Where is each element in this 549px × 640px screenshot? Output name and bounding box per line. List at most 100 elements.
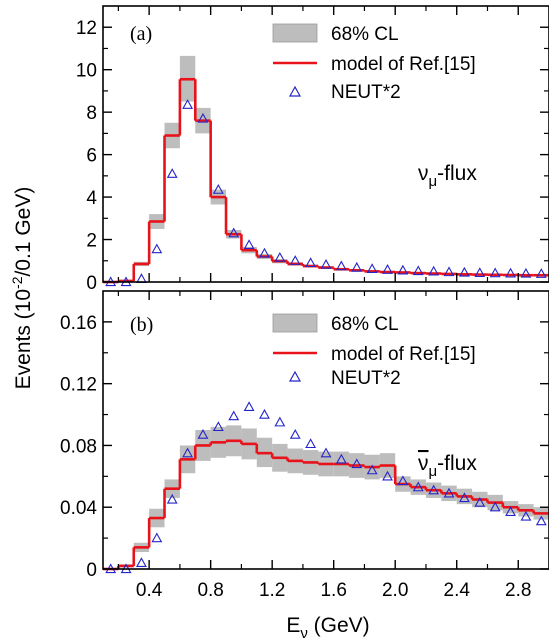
neut-point	[151, 243, 163, 254]
neut-point	[259, 247, 270, 258]
panel-label-a: (a)	[130, 23, 152, 45]
neut-point	[443, 266, 455, 277]
ytick-label: 4	[86, 188, 97, 209]
flux-mu: μ	[429, 173, 438, 190]
legend-band-swatch-a	[272, 23, 318, 43]
ytick-label: 2	[86, 231, 97, 252]
neut-point	[412, 265, 424, 276]
neut-point	[166, 168, 178, 178]
neut-point	[212, 421, 224, 432]
flux-mu: μ	[429, 463, 438, 480]
neut-point	[351, 458, 363, 469]
neut-point	[443, 487, 455, 498]
neut-point	[305, 438, 317, 449]
xtick-label: 2.0	[382, 580, 408, 601]
legend-neut-label-b: NEUT*2	[331, 368, 401, 389]
neut-point	[428, 265, 440, 276]
ytick-labels-a: 0 2 4 6 8 10 12	[76, 18, 98, 294]
neut-point	[166, 493, 178, 504]
ytick-label: 0	[86, 273, 97, 294]
ytick-label: 8	[86, 103, 97, 124]
neut-point	[351, 261, 363, 272]
neut-point	[458, 266, 470, 277]
x-axis-title: Eν (GeV)	[286, 614, 369, 640]
xtick-label: 1.2	[259, 580, 285, 601]
y-title-exponent: -2	[9, 276, 25, 289]
neut-point	[243, 401, 255, 411]
x-title-nu: ν	[300, 625, 308, 640]
neut-point	[382, 264, 393, 274]
xtick-label: 1.6	[320, 580, 346, 601]
legend-band-swatch-b	[272, 313, 318, 333]
legend-band-label-b: 68% CL	[331, 314, 399, 335]
neut-point	[520, 267, 532, 278]
panel-a: 0 2 4 6 8 10 12 (a) νμ-flux 68% CL model of Re…	[76, 5, 549, 294]
flux-nu: ν	[418, 162, 429, 185]
ytick-label: 6	[86, 146, 97, 167]
legend-b: 68% CL model of Ref.[15] NEUT*2	[272, 313, 476, 389]
legend-band-label-a: 68% CL	[331, 24, 399, 45]
flux-label-b: νμ-flux	[418, 452, 477, 480]
neut-point	[228, 410, 240, 421]
ytick-label: 12	[76, 18, 97, 39]
neut-point	[366, 464, 378, 475]
legend-neut-marker-b	[288, 370, 302, 382]
x-title-unit: (GeV)	[308, 614, 370, 637]
neut-point	[320, 258, 332, 269]
ticks-b	[103, 291, 549, 570]
y-title-rest: /0.1 GeV)	[12, 187, 35, 277]
x-title-e: E	[286, 614, 300, 637]
neut-point	[535, 268, 547, 278]
xtick-label: 2.8	[505, 580, 531, 601]
ytick-label: 0.12	[60, 375, 97, 396]
confidence-band-b	[118, 425, 549, 568]
legend-model-label-b: model of Ref.[15]	[331, 344, 476, 365]
neut-point	[505, 506, 516, 517]
neut-point	[151, 532, 163, 543]
neut-point	[243, 239, 255, 249]
neut-point	[182, 447, 194, 458]
plot-frame-b	[102, 290, 549, 570]
neut-point	[259, 408, 270, 419]
legend-neut-label-a: NEUT*2	[331, 82, 401, 103]
neut-point	[382, 470, 393, 481]
y-title-part: Events (10	[12, 289, 35, 389]
neut-point	[535, 515, 547, 526]
legend-model-label-a: model of Ref.[15]	[331, 54, 476, 75]
xtick-label: 0.4	[136, 580, 163, 601]
neut-point	[335, 260, 347, 271]
ytick-label: 10	[76, 61, 97, 82]
neut-point	[136, 557, 147, 567]
flux-nu: ν	[418, 452, 429, 475]
flux-suffix: -flux	[437, 162, 477, 185]
ytick-label: 0.08	[60, 436, 97, 457]
neut-markers-b	[105, 401, 547, 574]
neut-point	[212, 184, 224, 194]
ytick-labels-b: 0 0.04 0.08 0.12 0.16	[60, 313, 97, 581]
neut-point	[289, 429, 301, 439]
neut-point	[274, 416, 286, 427]
neut-point	[320, 447, 332, 458]
xtick-label: 2.4	[444, 580, 471, 601]
model-line-a	[103, 77, 549, 284]
neut-point	[505, 267, 516, 278]
neut-point	[474, 496, 486, 507]
ticks-a	[103, 6, 549, 283]
ytick-label: 0.04	[60, 498, 97, 519]
neut-point	[289, 255, 301, 265]
legend-neut-marker-a	[288, 85, 302, 97]
xtick-label: 0.8	[197, 580, 223, 601]
neut-point	[274, 251, 286, 262]
neut-point	[412, 481, 424, 492]
plot-frame-a	[102, 5, 549, 283]
model-line-b	[103, 439, 549, 571]
neut-point	[397, 264, 409, 275]
neut-point	[520, 510, 532, 521]
legend-a: 68% CL model of Ref.[15] NEUT*2	[272, 23, 476, 103]
flux-suffix: -flux	[437, 452, 477, 475]
neut-point	[474, 267, 486, 278]
neut-point	[228, 227, 240, 238]
flux-label-a: νμ-flux	[418, 162, 477, 190]
xtick-labels-b: 0.4 0.8 1.2 1.6 2.0 2.4 2.8	[136, 580, 532, 601]
